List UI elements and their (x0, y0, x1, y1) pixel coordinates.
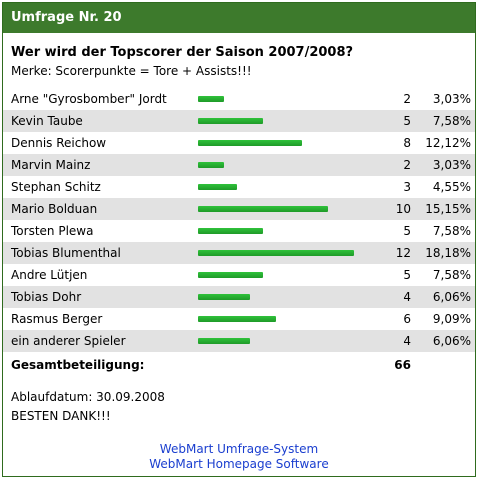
result-bar-track (198, 162, 358, 168)
result-bar-track (198, 228, 358, 234)
result-bar (198, 206, 328, 212)
vote-count: 2 (403, 158, 411, 172)
option-name: Tobias Blumenthal (11, 246, 121, 260)
vote-count: 6 (403, 312, 411, 326)
vote-count: 3 (403, 180, 411, 194)
vote-percent: 15,15% (425, 202, 471, 216)
result-row: Torsten Plewa 5 7,58% (3, 220, 475, 242)
result-row: Dennis Reichow 8 12,12% (3, 132, 475, 154)
result-row: Stephan Schitz 3 4,55% (3, 176, 475, 198)
expiry-date: Ablaufdatum: 30.09.2008 (11, 390, 165, 404)
vote-count: 8 (403, 136, 411, 150)
result-row: Tobias Blumenthal 12 18,18% (3, 242, 475, 264)
option-name: Marvin Mainz (11, 158, 91, 172)
result-row: ein anderer Spieler 4 6,06% (3, 330, 475, 352)
option-name: Dennis Reichow (11, 136, 107, 150)
poll-title: Umfrage Nr. 20 (11, 10, 122, 25)
umfrage-system-link[interactable]: WebMart Umfrage-System (159, 442, 319, 456)
vote-percent: 3,03% (432, 158, 471, 172)
thanks-message: BESTEN DANK!!! (11, 409, 111, 423)
result-bar (198, 162, 224, 168)
result-bar-track (198, 250, 358, 256)
option-name: Tobias Dohr (11, 290, 82, 304)
result-bar (198, 96, 224, 102)
result-bar-track (198, 184, 358, 190)
vote-count: 5 (403, 268, 411, 282)
result-bar-track (198, 272, 358, 278)
vote-percent: 6,06% (432, 334, 471, 348)
vote-percent: 18,18% (425, 246, 471, 260)
result-bar-track (198, 294, 358, 300)
vote-percent: 4,55% (432, 180, 471, 194)
result-row: Tobias Dohr 4 6,06% (3, 286, 475, 308)
result-bar-track (198, 206, 358, 212)
result-bar (198, 184, 237, 190)
result-row: Marvin Mainz 2 3,03% (3, 154, 475, 176)
vote-count: 12 (395, 246, 411, 260)
poll-note: Merke: Scorerpunkte = Tore + Assists!!! (11, 64, 252, 78)
result-bar (198, 294, 250, 300)
result-bar (198, 140, 302, 146)
result-bar (198, 316, 276, 322)
result-bar-track (198, 316, 358, 322)
result-bar-track (198, 140, 358, 146)
result-row: Andre Lütjen 5 7,58% (3, 264, 475, 286)
poll-header: Umfrage Nr. 20 (3, 3, 475, 33)
result-row: Kevin Taube 5 7,58% (3, 110, 475, 132)
result-bar (198, 118, 263, 124)
vote-percent: 7,58% (432, 114, 471, 128)
option-name: Torsten Plewa (11, 224, 94, 238)
result-row: Arne "Gyrosbomber" Jordt 2 3,03% (3, 88, 475, 110)
result-row: Rasmus Berger 6 9,09% (3, 308, 475, 330)
poll-results: Arne "Gyrosbomber" Jordt 2 3,03% Kevin T… (3, 88, 475, 352)
option-name: Andre Lütjen (11, 268, 88, 282)
option-name: Mario Bolduan (11, 202, 98, 216)
vote-count: 4 (403, 290, 411, 304)
vote-count: 2 (403, 92, 411, 106)
option-name: Arne "Gyrosbomber" Jordt (11, 92, 167, 106)
result-row: Mario Bolduan 10 15,15% (3, 198, 475, 220)
result-bar (198, 228, 263, 234)
vote-count: 10 (395, 202, 411, 216)
option-name: ein anderer Spieler (11, 334, 126, 348)
total-value: 66 (394, 358, 411, 372)
vote-percent: 9,09% (432, 312, 471, 326)
poll-question: Wer wird der Topscorer der Saison 2007/2… (11, 45, 354, 60)
result-bar (198, 338, 250, 344)
footer: WebMart Umfrage-System WebMart Homepage … (3, 442, 475, 472)
vote-percent: 6,06% (432, 290, 471, 304)
vote-percent: 7,58% (432, 268, 471, 282)
result-bar-track (198, 96, 358, 102)
total-label: Gesamtbeteiligung: (11, 358, 145, 372)
vote-percent: 7,58% (432, 224, 471, 238)
vote-count: 5 (403, 224, 411, 238)
result-bar-track (198, 338, 358, 344)
option-name: Stephan Schitz (11, 180, 101, 194)
result-bar (198, 250, 354, 256)
total-row: Gesamtbeteiligung: 66 (3, 352, 475, 378)
vote-percent: 3,03% (432, 92, 471, 106)
result-bar (198, 272, 263, 278)
vote-count: 5 (403, 114, 411, 128)
vote-count: 4 (403, 334, 411, 348)
option-name: Rasmus Berger (11, 312, 103, 326)
poll-box: Umfrage Nr. 20 Wer wird der Topscorer de… (2, 2, 476, 477)
result-bar-track (198, 118, 358, 124)
vote-percent: 12,12% (425, 136, 471, 150)
homepage-software-link[interactable]: WebMart Homepage Software (149, 457, 329, 471)
option-name: Kevin Taube (11, 114, 83, 128)
